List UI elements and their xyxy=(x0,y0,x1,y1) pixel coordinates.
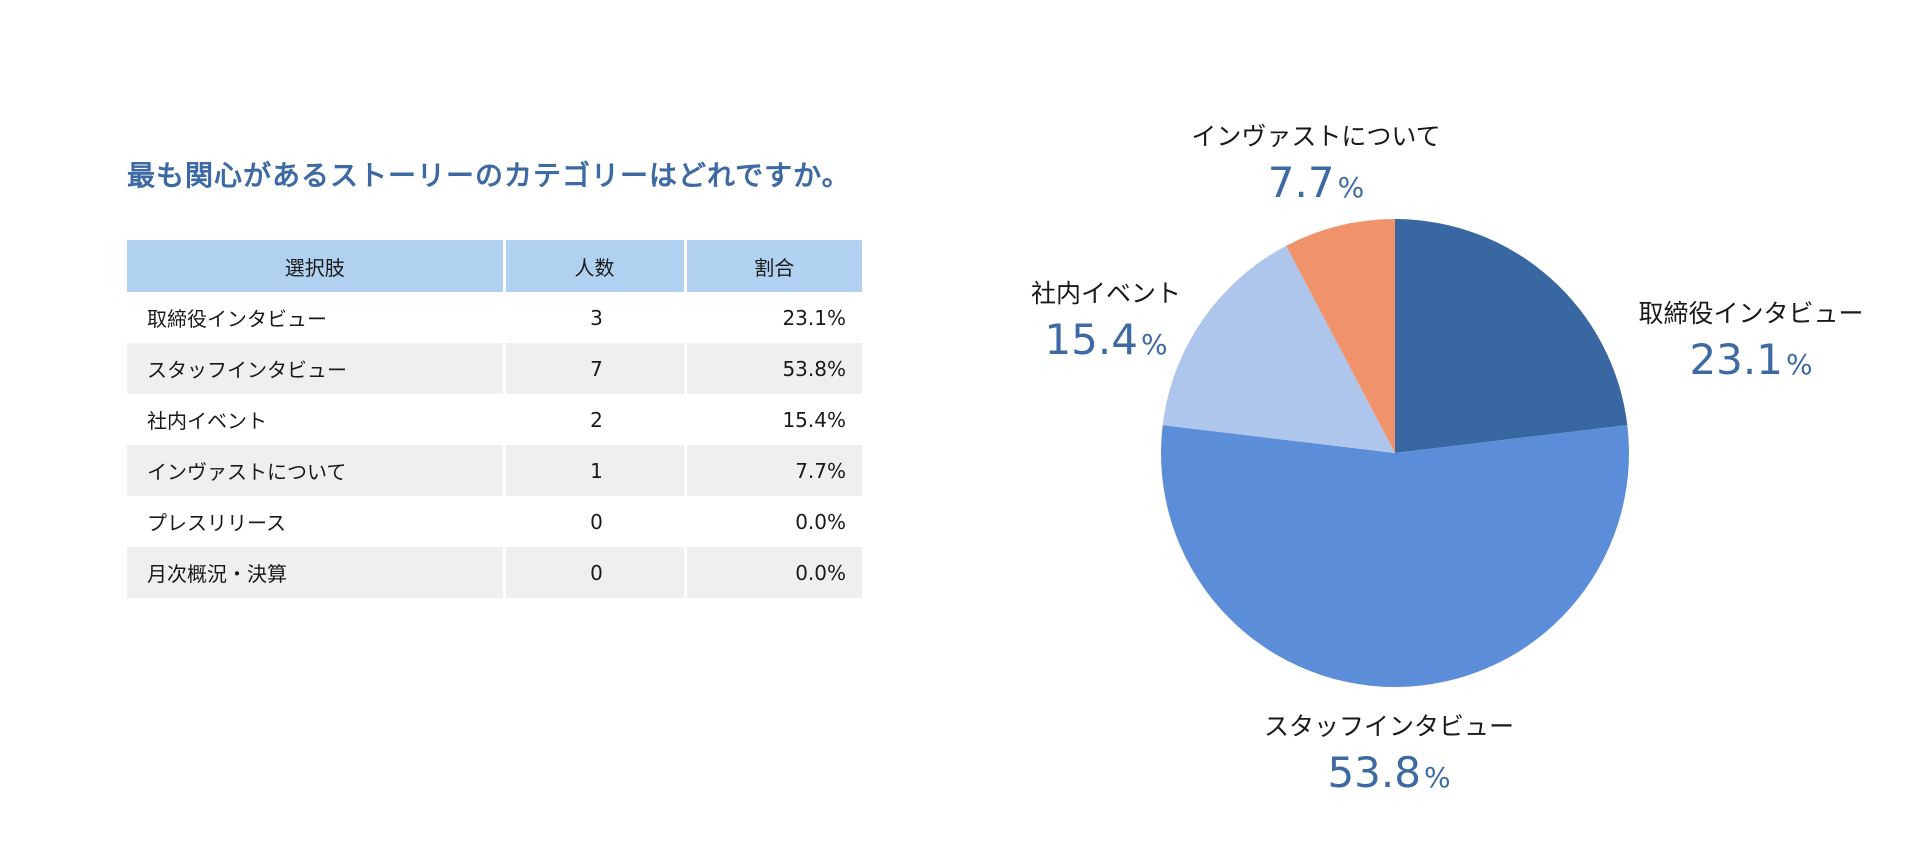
slice-value-unit: % xyxy=(1424,761,1451,794)
count-cell: 0 xyxy=(504,547,687,598)
slice-value-number: 23.1 xyxy=(1689,335,1783,384)
table-row: 取締役インタビュー 3 23.1% xyxy=(127,292,862,343)
pie-slice xyxy=(1395,219,1628,453)
header-ratio: 割合 xyxy=(685,240,862,292)
pie-slice xyxy=(1162,245,1395,453)
slice-label: スタッフインタビュー xyxy=(1264,712,1514,741)
choice-cell: スタッフインタビュー xyxy=(127,343,506,394)
slice-value-unit: % xyxy=(1786,348,1813,381)
table-row: インヴァストについて 1 7.7% xyxy=(127,445,862,496)
count-cell: 7 xyxy=(504,343,687,394)
slice-label: インヴァストについて xyxy=(1191,122,1440,151)
table-row: 月次概況・決算 0 0.0% xyxy=(127,547,862,598)
slice-value-label: 23.1% xyxy=(1689,335,1812,384)
ratio-cell: 0.0% xyxy=(795,509,846,534)
ratio-cell: 7.7% xyxy=(685,445,862,496)
header-count: 人数 xyxy=(504,240,687,292)
slice-value-number: 15.4 xyxy=(1044,315,1138,364)
ratio-cell: 15.4% xyxy=(782,407,846,432)
count-cell: 1 xyxy=(504,445,687,496)
header-choice: 選択肢 xyxy=(127,240,506,292)
ratio-cell: 23.1% xyxy=(782,305,846,330)
choice-cell: 月次概況・決算 xyxy=(127,547,506,598)
count-cell: 0 xyxy=(504,496,687,547)
slice-label: 社内イベント xyxy=(1031,279,1181,308)
slice-value-label: 7.7% xyxy=(1268,158,1364,207)
results-table: 選択肢 人数 割合 取締役インタビュー 3 23.1% スタッフインタビュー 7… xyxy=(127,240,862,598)
slice-value-label: 53.8% xyxy=(1327,748,1450,797)
pie-slice xyxy=(1286,219,1395,453)
slice-value-label: 15.4% xyxy=(1044,315,1167,364)
slice-value-unit: % xyxy=(1141,328,1168,361)
ratio-cell: 0.0% xyxy=(685,547,862,598)
table-row: プレスリリース 0 0.0% xyxy=(127,496,862,547)
count-cell: 3 xyxy=(504,292,687,343)
question-title: 最も関心があるストーリーのカテゴリーはどれですか。 xyxy=(127,159,851,192)
table-row: 社内イベント 2 15.4% xyxy=(127,394,862,445)
table-header-row: 選択肢 人数 割合 xyxy=(127,240,862,292)
slice-label: 取締役インタビュー xyxy=(1638,299,1863,328)
choice-cell: 社内イベント xyxy=(127,394,506,445)
table-row: スタッフインタビュー 7 53.8% xyxy=(127,343,862,394)
slice-value-unit: % xyxy=(1338,171,1365,204)
slice-value-number: 7.7 xyxy=(1268,158,1335,207)
ratio-cell: 53.8% xyxy=(685,343,862,394)
pie-slice xyxy=(1160,425,1629,688)
count-cell: 2 xyxy=(504,394,687,445)
choice-cell: インヴァストについて xyxy=(127,445,506,496)
choice-cell: プレスリリース xyxy=(127,496,506,547)
choice-cell: 取締役インタビュー xyxy=(127,292,506,343)
slice-value-number: 53.8 xyxy=(1327,748,1421,797)
